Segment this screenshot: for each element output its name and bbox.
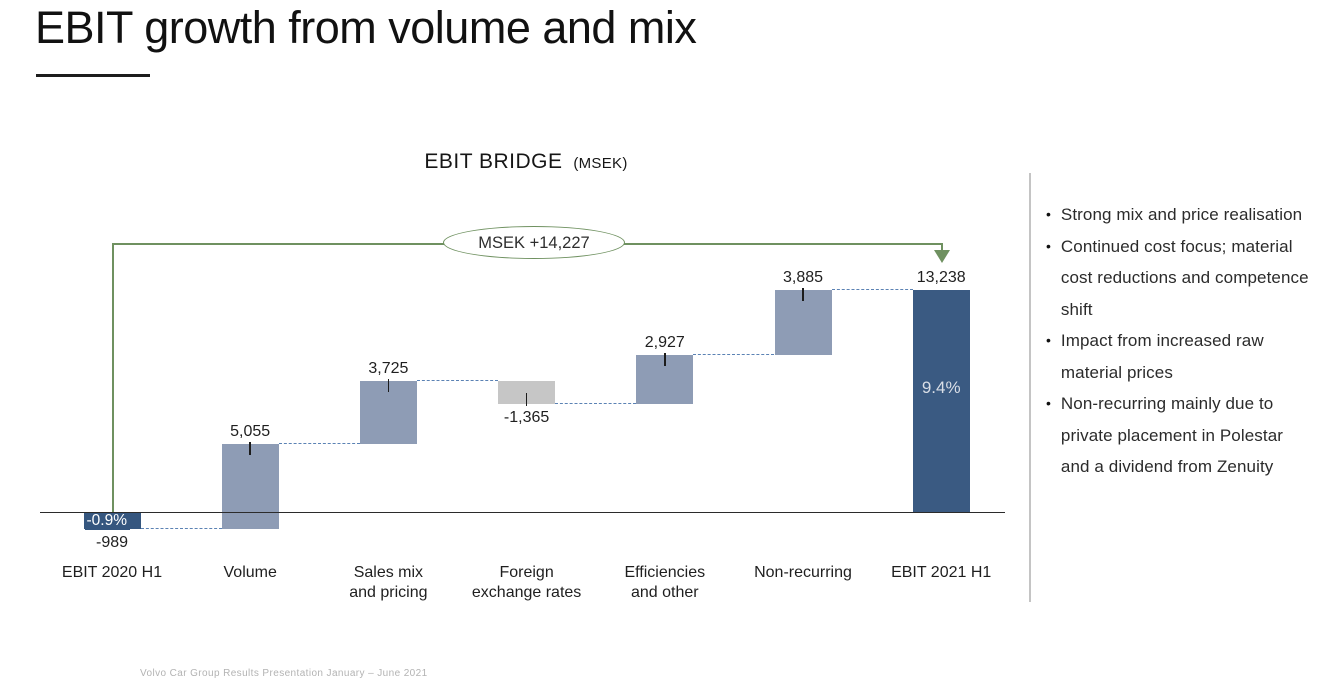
bar-value-label: -1,365 [503, 409, 550, 427]
bridge-arrow-left-segment [112, 243, 114, 512]
bar-value-label: -989 [95, 533, 129, 551]
label-leader-tick [387, 379, 390, 393]
bullet-dot-icon: • [1046, 237, 1051, 254]
chart-title: EBIT BRIDGE (MSEK) [376, 150, 676, 174]
bridge-arrow-right-segment [941, 243, 943, 251]
connector-line [140, 527, 222, 529]
bar-value-label: 3,725 [368, 360, 409, 378]
notes-list: • Strong mix and price realisation • Contin… [1046, 199, 1316, 483]
bullet-dot-icon: • [1046, 206, 1051, 222]
bar-value-label: 2,927 [644, 334, 685, 352]
label-leader-tick [802, 288, 804, 301]
label-leader-tick [249, 441, 251, 455]
connector-line [278, 442, 360, 444]
total-change-badge: MSEK +14,227 [443, 226, 625, 259]
start-bar-percent-label: -0.9% [84, 513, 130, 530]
note-bullet: • Continued cost focus; material cost red… [1046, 231, 1316, 326]
note-text: Strong mix and price realisation [1060, 205, 1303, 224]
bar-category-label: Efficiencies and other [624, 564, 706, 601]
note-text: Non-recurring mainly due to private plac… [1060, 394, 1284, 476]
note-bullet: • Impact from increased raw material pric… [1046, 325, 1316, 388]
chart-title-text: EBIT BRIDGE [424, 150, 563, 173]
bar-category-label: Foreign exchange rates [471, 564, 582, 601]
bar-category-label: Non-recurring [754, 564, 852, 581]
bar-value-label: 3,885 [782, 269, 824, 286]
note-bullet: • Strong mix and price realisation [1046, 199, 1316, 231]
waterfall-bar-foreign-exchange-rates [498, 381, 556, 405]
bar-category-label: Volume [223, 564, 277, 581]
bar-category-label: Sales mix and pricing [349, 564, 428, 601]
x-axis-baseline [40, 512, 1005, 513]
bar-category-label: EBIT 2020 H1 [61, 564, 163, 581]
label-leader-tick [525, 393, 528, 407]
waterfall-bar-volume [221, 443, 279, 529]
bar-value-label: 13,238 [916, 269, 966, 286]
note-text: Impact from increased raw material price… [1060, 331, 1264, 382]
slide-title: EBIT growth from volume and mix [35, 2, 697, 53]
bullet-dot-icon: • [1046, 395, 1051, 411]
label-leader-tick [664, 353, 666, 367]
connector-line [416, 380, 499, 382]
bullet-dot-icon: • [1046, 332, 1051, 348]
panel-divider [1029, 173, 1031, 602]
total-bar-percent-label: 9.4% [921, 378, 961, 397]
total-change-label: MSEK +14,227 [478, 234, 590, 252]
bridge-arrow-head-icon [934, 250, 950, 263]
chart-unit-label: (MSEK) [573, 155, 628, 172]
note-bullet: • Non-recurring mainly due to private pla… [1046, 388, 1316, 483]
bar-category-label: EBIT 2021 H1 [891, 564, 992, 581]
footer-note: Volvo Car Group Results Presentation Jan… [140, 668, 428, 679]
title-underline [36, 74, 150, 77]
connector-line [831, 289, 913, 290]
bar-value-label: 5,055 [230, 422, 271, 440]
connector-line [693, 354, 775, 356]
note-text: Continued cost focus; material cost redu… [1060, 236, 1309, 319]
connector-line [555, 403, 637, 405]
waterfall-bar-ebit-2021-h1 [912, 290, 970, 512]
